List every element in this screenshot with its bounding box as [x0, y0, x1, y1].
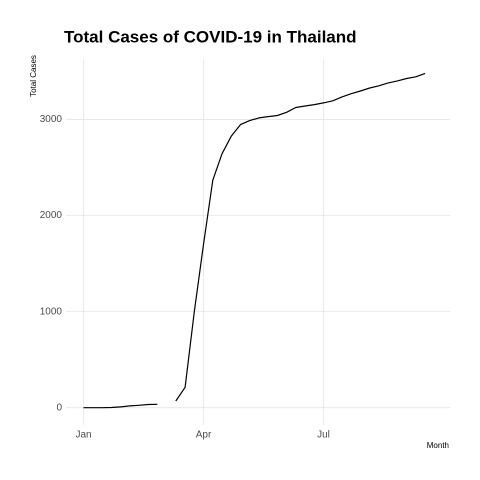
y-tick-label: 0 [56, 402, 62, 413]
x-axis-label: Month [427, 441, 449, 450]
chart-title: Total Cases of COVID-19 in Thailand [64, 27, 357, 46]
x-tick-label: Apr [196, 430, 212, 441]
y-tick-label: 1000 [40, 306, 63, 317]
x-tick-label: Jul [317, 430, 330, 441]
y-tick-label: 2000 [40, 210, 63, 221]
y-tick-label: 3000 [40, 114, 63, 125]
y-axis-label: Total Cases [29, 55, 38, 97]
line [83, 72, 426, 409]
x-tick-label: Jan [75, 430, 91, 441]
